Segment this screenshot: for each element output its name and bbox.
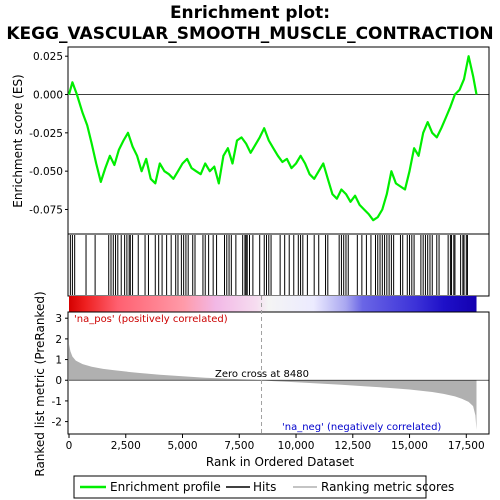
hit-marks <box>69 235 468 295</box>
es-y-axis: 0.025 0.000 -0.025 -0.050 -0.075 <box>29 51 68 216</box>
rank-color-band <box>69 296 477 312</box>
es-y-tick-label: -0.050 <box>29 166 63 178</box>
es-panel-frame <box>67 46 490 235</box>
metric-y-tick-label: 3 <box>55 313 62 325</box>
metric-x-tick-label: 12,500 <box>334 440 371 452</box>
es-y-tick-label: -0.025 <box>29 128 63 140</box>
metric-x-axis: 0 2,500 5,000 7,500 10,000 12,500 15,000 17,500 <box>66 434 485 452</box>
legend: Enrichment profile Hits Ranking metric s… <box>73 475 454 499</box>
metric-x-axis-label: Rank in Ordered Dataset <box>206 455 354 469</box>
legend-label-ranking-metric-scores: Ranking metric scores <box>321 480 454 494</box>
enrichment-profile-line <box>67 55 478 222</box>
es-panel: 0.025 0.000 -0.025 -0.050 -0.075 Enrichment … <box>11 46 490 235</box>
ranking-metric-area <box>69 344 477 430</box>
zero-cross-label: Zero cross at 8480 <box>215 369 309 380</box>
metric-y-axis-label: Ranked list metric (PreRanked) <box>33 291 47 476</box>
metric-panel: 3 2 1 0 -1 -2 0 2,500 5,000 7,500 10,000 12,500 15,… <box>33 291 490 477</box>
metric-x-tick-label: 10,000 <box>278 440 315 452</box>
negative-correlation-label: 'na_neg' (negatively correlated) <box>282 422 441 433</box>
metric-y-tick-label: -2 <box>52 417 62 429</box>
es-y-tick-label: 0.000 <box>33 90 63 102</box>
metric-x-tick-label: 5,000 <box>167 440 197 452</box>
metric-x-tick-label: 17,500 <box>448 440 485 452</box>
legend-label-enrichment-profile: Enrichment profile <box>110 480 221 494</box>
es-y-tick-label: 0.025 <box>33 51 63 63</box>
es-y-tick-label: -0.075 <box>29 204 63 216</box>
metric-y-tick-label: 1 <box>55 355 62 367</box>
metric-x-tick-label: 2,500 <box>111 440 141 452</box>
plot-title-line1: Enrichment plot: <box>170 3 330 23</box>
metric-x-tick-label: 7,500 <box>224 440 254 452</box>
metric-x-tick-label: 15,000 <box>391 440 428 452</box>
plot-title-line2: KEGG_VASCULAR_SMOOTH_MUSCLE_CONTRACTION <box>6 24 493 44</box>
positive-correlation-label: 'na_pos' (positively correlated) <box>74 314 228 325</box>
metric-y-tick-label: 2 <box>55 334 62 346</box>
metric-y-axis: 3 2 1 0 -1 -2 <box>52 313 68 429</box>
hits-panel <box>67 233 490 297</box>
es-y-axis-label: Enrichment score (ES) <box>11 74 25 207</box>
metric-y-tick-label: 0 <box>55 375 62 387</box>
metric-y-tick-label: -1 <box>52 396 62 408</box>
legend-label-hits: Hits <box>253 480 276 494</box>
metric-x-tick-label: 0 <box>66 440 73 452</box>
